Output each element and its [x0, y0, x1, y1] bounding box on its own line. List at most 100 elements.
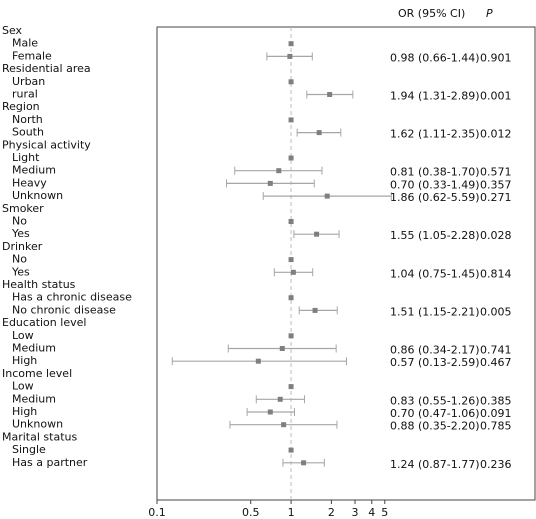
x-tick-label: 0.5	[242, 506, 260, 519]
or-text: 0.83 (0.55-1.26)	[390, 394, 480, 407]
plot-frame	[156, 26, 536, 501]
or-column-header: OR (95% CI)	[398, 7, 465, 20]
p-column-header: P	[486, 7, 493, 20]
x-tick-label: 1	[288, 506, 295, 519]
or-marker	[288, 117, 294, 123]
or-text: 0.98 (0.66-1.44)	[390, 51, 480, 64]
or-text: 1.55 (1.05-2.28)	[390, 229, 480, 242]
group-label: Smoker	[2, 202, 44, 215]
x-tick-label: 4	[368, 506, 375, 519]
row-label: Yes	[11, 227, 30, 240]
row-label: No	[12, 215, 27, 228]
or-marker	[267, 409, 273, 415]
or-marker	[267, 180, 273, 186]
group-label: Drinker	[2, 240, 43, 253]
or-marker	[288, 447, 294, 453]
p-text: 0.385	[480, 394, 512, 407]
p-text: 0.901	[480, 51, 512, 64]
group-label: Region	[2, 100, 40, 113]
or-marker	[279, 346, 285, 351]
or-marker	[277, 396, 283, 402]
row-label: South	[12, 126, 44, 139]
row-label: High	[12, 354, 37, 367]
p-text: 0.028	[480, 229, 512, 242]
p-text: 0.271	[480, 191, 512, 204]
group-label: Education level	[2, 316, 86, 329]
row-label: Unknown	[12, 189, 63, 202]
p-text: 0.785	[480, 420, 512, 433]
or-text: 1.62 (1.11-2.35)	[390, 128, 480, 141]
row-label: Light	[12, 151, 40, 164]
x-tick-label: 5	[381, 506, 388, 519]
row-label: Single	[12, 443, 46, 456]
row-label: Female	[12, 49, 52, 62]
group-label: Sex	[2, 24, 23, 37]
or-marker	[324, 193, 330, 199]
or-marker	[281, 422, 287, 428]
or-text: 0.86 (0.34-2.17)	[390, 344, 480, 357]
or-text: 1.94 (1.31-2.89)	[390, 90, 480, 103]
or-marker	[288, 219, 294, 224]
or-text: 1.51 (1.15-2.21)	[390, 305, 480, 318]
p-text: 0.571	[480, 166, 512, 179]
row-label: Heavy	[12, 176, 47, 189]
or-marker	[288, 79, 294, 85]
row-label: North	[12, 113, 43, 126]
row-label: No	[12, 253, 27, 266]
row-label: Low	[12, 329, 34, 342]
row-label: Medium	[12, 342, 56, 355]
or-marker	[255, 358, 261, 364]
or-text: 1.04 (0.75-1.45)	[390, 267, 480, 280]
group-label: Income level	[2, 367, 72, 380]
p-text: 0.236	[480, 458, 512, 471]
x-tick-label: 3	[352, 506, 359, 519]
row-label: Has a partner	[12, 456, 88, 469]
or-marker	[287, 53, 293, 59]
or-text: 0.88 (0.35-2.20)	[390, 420, 480, 433]
or-marker	[288, 333, 294, 339]
row-label: Urban	[12, 75, 45, 88]
p-text: 0.091	[480, 407, 512, 420]
or-marker	[316, 130, 322, 136]
or-marker	[288, 257, 294, 263]
row-label: Male	[12, 37, 38, 50]
p-text: 0.012	[480, 128, 512, 141]
or-text: 0.70 (0.47-1.06)	[390, 407, 480, 420]
or-text: 1.24 (0.87-1.77)	[390, 458, 480, 471]
x-tick-label: 0.1	[148, 506, 166, 519]
group-label: Residential area	[2, 62, 91, 75]
or-text: 0.81 (0.38-1.70)	[390, 166, 480, 179]
or-marker	[288, 295, 294, 301]
p-text: 0.357	[480, 178, 512, 191]
row-label: Unknown	[12, 418, 63, 431]
or-marker	[290, 269, 296, 275]
or-text: 1.86 (0.62-5.59)	[390, 191, 480, 204]
or-marker	[288, 155, 294, 161]
p-text: 0.001	[480, 90, 512, 103]
group-label: Health status	[2, 278, 76, 291]
or-marker	[327, 92, 333, 97]
row-label: High	[12, 405, 37, 418]
or-marker	[288, 384, 294, 390]
group-label: Marital status	[2, 430, 77, 443]
row-label: Medium	[12, 392, 56, 405]
row-label: rural	[12, 88, 38, 101]
p-text: 0.467	[480, 356, 512, 369]
row-label: Yes	[11, 265, 30, 278]
row-label: Has a chronic disease	[12, 291, 132, 304]
p-text: 0.814	[480, 267, 512, 280]
or-marker	[288, 41, 294, 47]
group-label: Physical activity	[2, 138, 91, 151]
or-marker	[312, 307, 318, 313]
x-tick-label: 2	[328, 506, 335, 519]
or-marker	[276, 168, 282, 174]
row-label: Low	[12, 380, 34, 393]
row-label: Medium	[12, 164, 56, 177]
row-label: No chronic disease	[12, 303, 116, 316]
or-marker	[314, 231, 320, 237]
or-marker	[301, 460, 307, 466]
p-text: 0.741	[480, 344, 512, 357]
or-text: 0.70 (0.33-1.49)	[390, 178, 480, 191]
or-text: 0.57 (0.13-2.59)	[390, 356, 480, 369]
